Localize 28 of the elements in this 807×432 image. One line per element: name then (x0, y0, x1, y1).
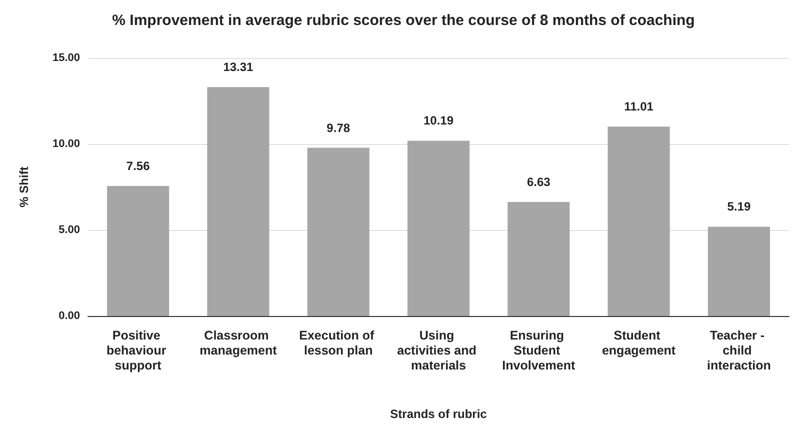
x-tick-label: Ensuring Student Involvement (502, 328, 576, 372)
x-tick-label: Classroom management (200, 328, 278, 358)
data-label: 7.56 (126, 158, 150, 173)
bar (307, 148, 370, 316)
x-axis-title: Strands of rubric (390, 407, 488, 421)
x-tick-label: Student engagement (602, 328, 676, 358)
x-tick-label: Positive behaviour support (106, 328, 170, 372)
bar (407, 140, 470, 316)
y-tick-label: 0.00 (58, 310, 80, 322)
data-label: 9.78 (326, 120, 350, 135)
bar (107, 186, 170, 316)
data-label: 5.19 (727, 200, 751, 214)
x-tick-label: Execution of lesson plan (299, 328, 378, 358)
x-tick-label: Teacher - child interaction (706, 328, 771, 372)
bar (207, 87, 270, 316)
x-tick-label: Using activities and materials (397, 328, 480, 372)
chart-title: % Improvement in average rubric scores over the course of 8 months of coaching (112, 12, 695, 29)
y-tick-label: 15.00 (52, 52, 80, 64)
data-label: 10.19 (423, 114, 454, 128)
data-label: 6.63 (526, 174, 551, 189)
bar (708, 226, 770, 316)
y-axis-title: % Shift (17, 166, 31, 208)
data-label: 11.01 (624, 100, 654, 114)
bar (608, 126, 670, 316)
data-label: 13.31 (223, 60, 254, 74)
bar (508, 202, 570, 316)
y-tick-label: 5.00 (58, 224, 80, 236)
y-tick-label: 10.00 (52, 138, 80, 150)
